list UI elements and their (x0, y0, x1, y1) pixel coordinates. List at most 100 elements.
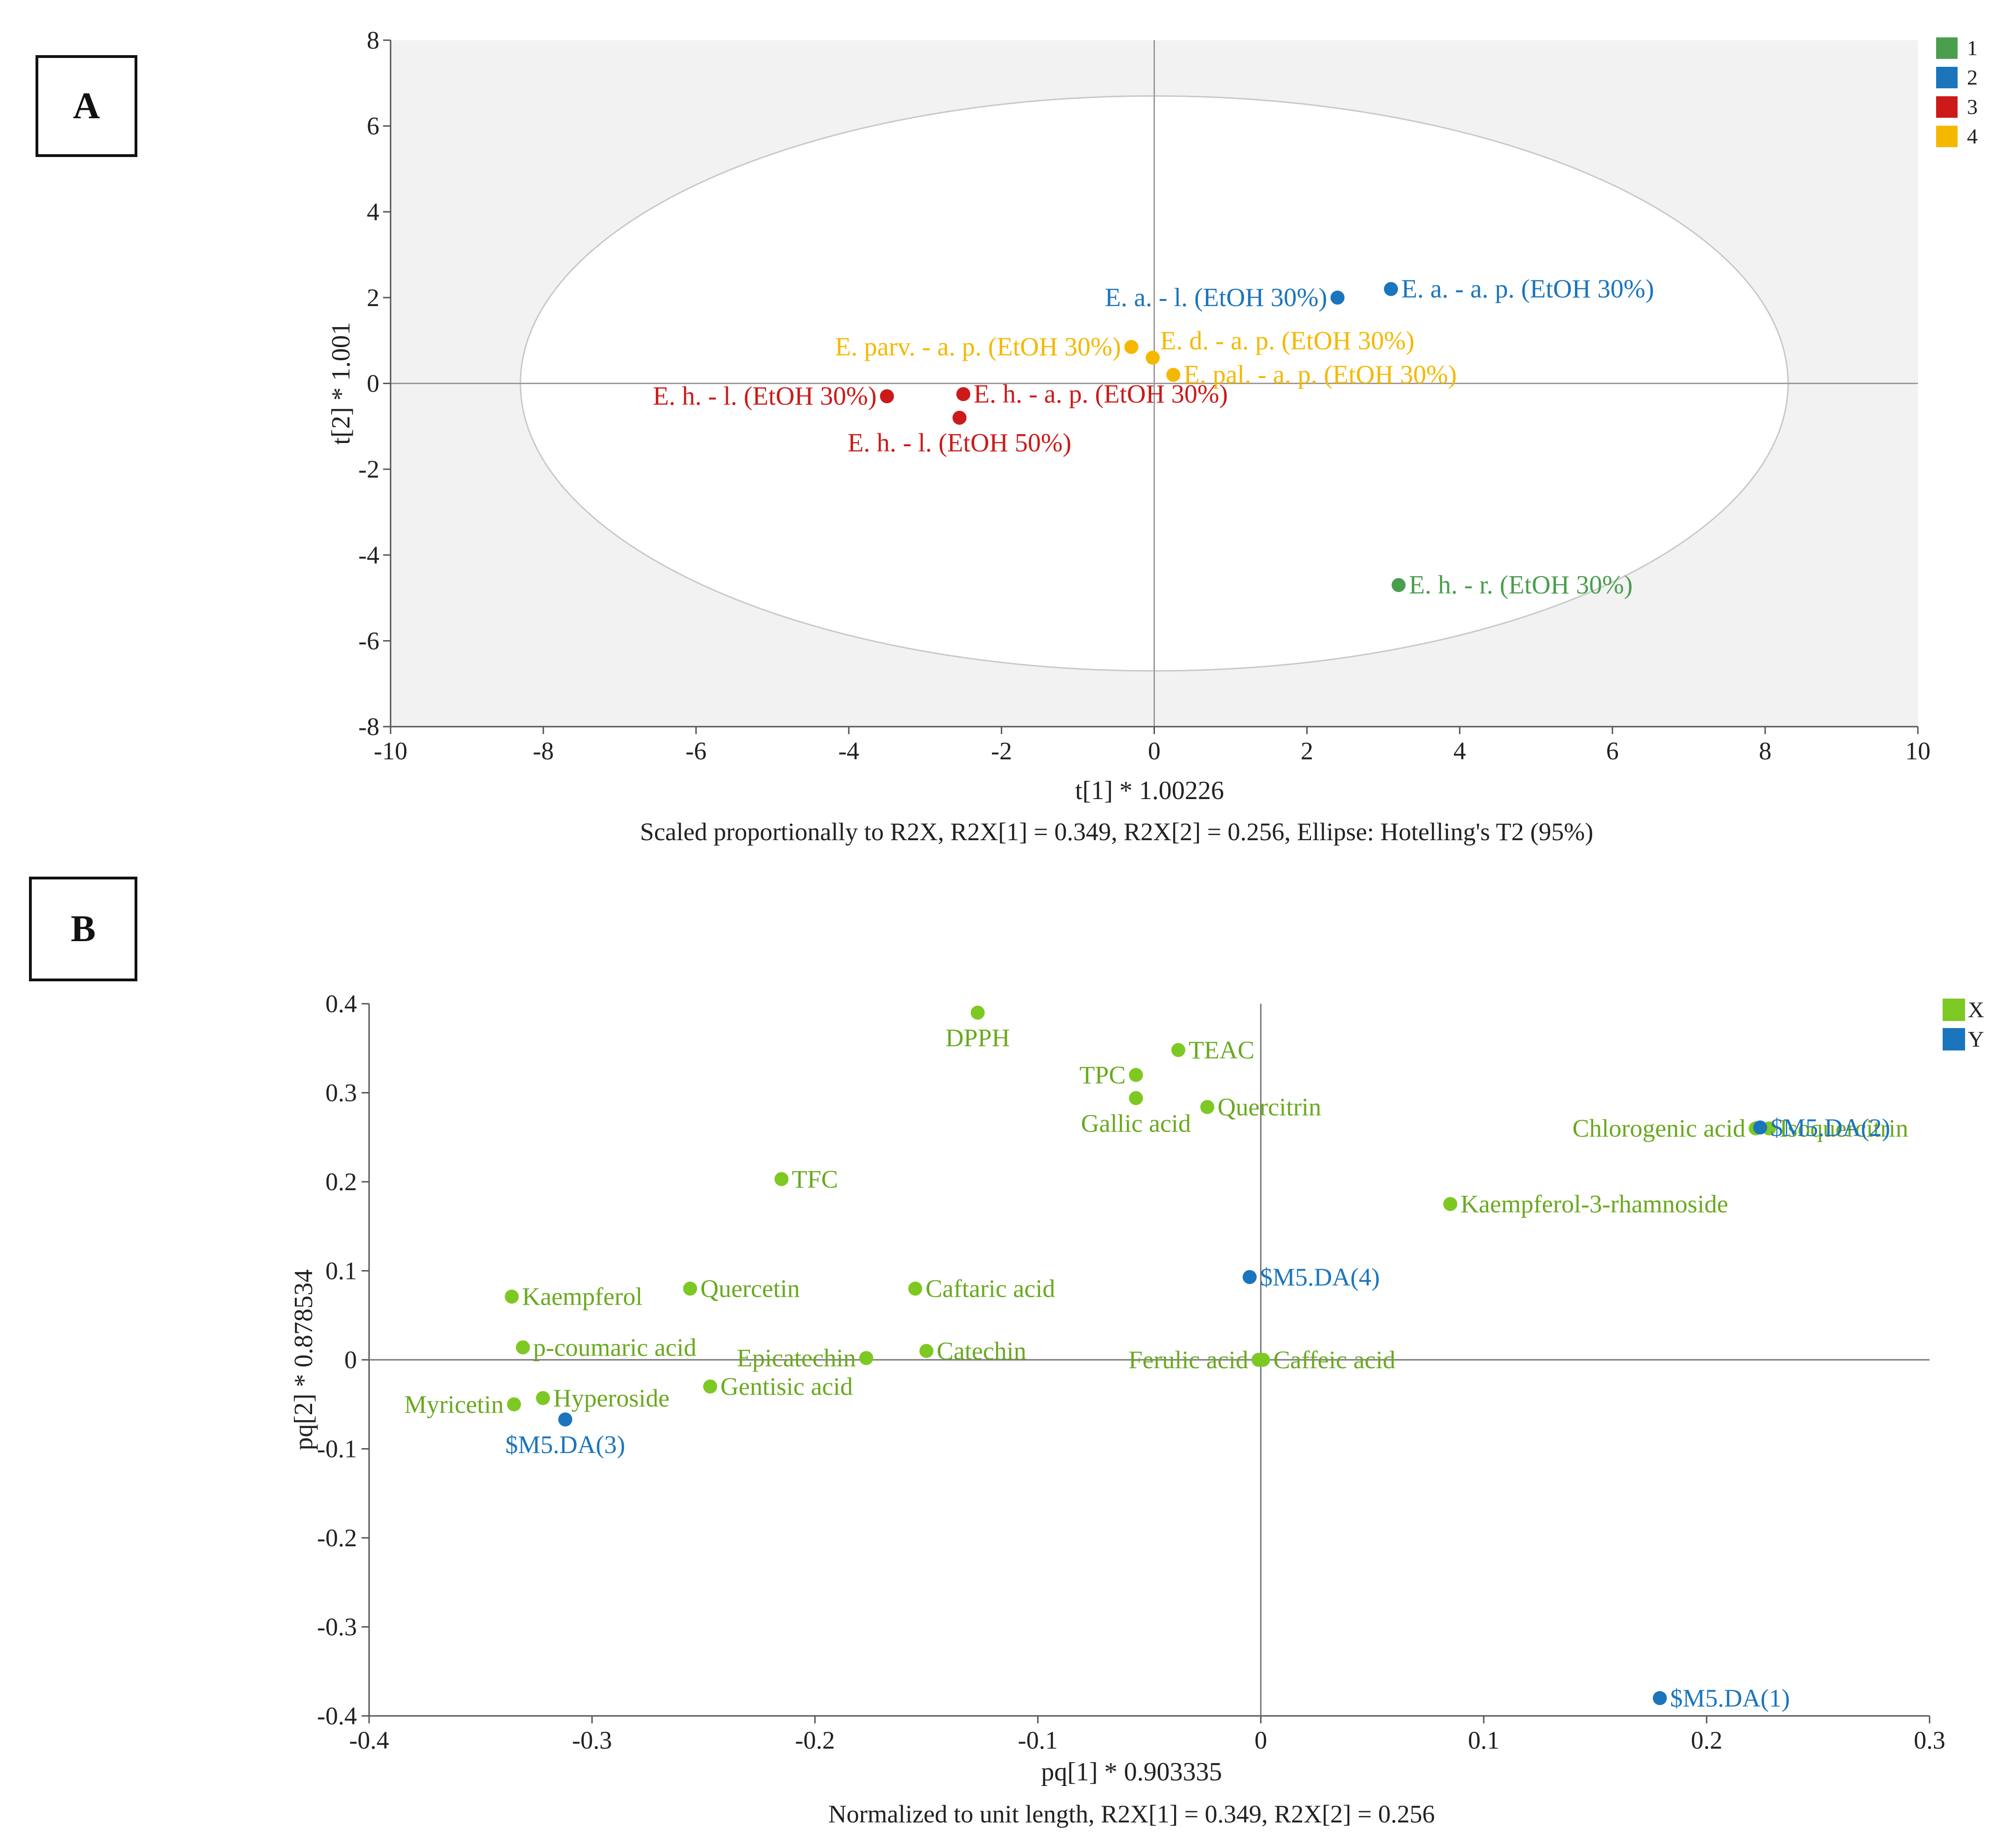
panel-b-chart: -0.4 -0.3 -0.2 -0.1 0 0.1 0.2 0.3 0.4 0.3 0.2 0.1 0 -… (289, 990, 1984, 1828)
data-label: Epicatechin (737, 1344, 856, 1372)
data-point (1653, 1691, 1667, 1705)
x-tick-label: 8 (1759, 737, 1772, 765)
legend-label-Y: Y (1968, 1027, 1984, 1052)
data-point (536, 1391, 550, 1405)
y-tick-label: -4 (358, 541, 379, 569)
x-tick-label: 6 (1606, 737, 1619, 765)
y-tick-label: 6 (367, 112, 379, 140)
x-tick-label: 2 (1301, 737, 1313, 765)
data-point (956, 387, 970, 401)
x-tick-label: -0.4 (349, 1726, 389, 1754)
data-label: E. h. - a. p. (EtOH 30%) (974, 379, 1228, 408)
data-label: Isoquercitrin (1779, 1114, 1908, 1143)
data-label: TPC (1079, 1061, 1126, 1089)
data-label: Gallic acid (1081, 1109, 1191, 1137)
data-point (774, 1172, 789, 1186)
data-label: $M5.DA(4) (1260, 1263, 1380, 1291)
x-tick-label: 4 (1453, 737, 1466, 765)
data-label: Kaempferol (522, 1283, 642, 1311)
x-tick-label: -2 (991, 737, 1012, 765)
y-tick-label: 2 (367, 284, 379, 312)
y-tick-label: 0 (344, 1346, 357, 1374)
data-label: Chlorogenic acid (1572, 1114, 1745, 1143)
data-point (558, 1412, 572, 1427)
data-label: Quercitrin (1218, 1093, 1321, 1121)
data-point (683, 1281, 698, 1296)
data-point (970, 1006, 985, 1020)
data-label: p-coumaric acid (533, 1333, 696, 1361)
data-point (516, 1340, 530, 1355)
legend-swatch-1 (1936, 37, 1958, 59)
x-tick-label: 0 (1254, 1726, 1267, 1754)
data-label: $M5.DA(1) (1670, 1684, 1790, 1712)
data-label: E. h. - r. (EtOH 30%) (1409, 571, 1633, 600)
y-tick-label: -0.2 (317, 1524, 357, 1552)
data-label: $M5.DA(2) (1770, 1114, 1890, 1142)
data-point (1124, 340, 1139, 354)
panel-label-b: B (29, 877, 137, 981)
data-point (1129, 1068, 1143, 1082)
data-point (1443, 1197, 1458, 1211)
x-tick-label: -6 (685, 737, 706, 765)
x-axis-title: pq[1] * 0.903335 (1041, 1757, 1222, 1786)
data-label: Catechin (937, 1337, 1026, 1365)
data-label: TFC (792, 1165, 838, 1193)
x-tick-label: 0 (1148, 737, 1161, 765)
data-point (859, 1351, 874, 1365)
data-label: E. d. - a. p. (EtOH 30%) (1160, 326, 1414, 355)
data-label: Gentisic acid (720, 1372, 853, 1400)
y-tick-label: -0.3 (317, 1613, 357, 1641)
data-point (1384, 282, 1398, 296)
legend-label-X: X (1968, 998, 1984, 1022)
legend-label-2: 2 (1967, 65, 1978, 89)
data-label: DPPH (946, 1024, 1010, 1052)
data-point (1391, 578, 1406, 593)
y-axis-title: t[2] * 1.001 (327, 322, 356, 445)
data-label: E. pal. - a. p. (EtOH 30%) (1183, 360, 1457, 389)
data-label: Quercetin (700, 1275, 800, 1303)
data-point (1330, 290, 1345, 305)
x-tick-label: 0.2 (1691, 1726, 1723, 1754)
data-point (1200, 1100, 1215, 1114)
data-point (1753, 1120, 1767, 1135)
y-tick-label: -0.1 (317, 1435, 357, 1463)
data-point (908, 1281, 922, 1296)
y-axis-title: pq[2] * 0.878534 (289, 1269, 318, 1450)
chart-caption: Scaled proportionally to R2X, R2X[1] = 0… (640, 818, 1593, 846)
data-label: Caffeic acid (1273, 1346, 1395, 1374)
legend-swatch-X (1943, 999, 1965, 1021)
y-tick-label: 8 (367, 26, 379, 54)
legend-label-3: 3 (1967, 95, 1978, 119)
y-tick-label: -0.4 (317, 1702, 357, 1730)
data-point (1166, 368, 1181, 382)
x-tick-label: -0.3 (572, 1726, 612, 1754)
data-point (919, 1343, 933, 1358)
x-tick-label: -0.2 (795, 1726, 835, 1754)
x-tick-label: -8 (533, 737, 554, 765)
data-label: Hyperoside (553, 1384, 670, 1412)
y-tick-label: -6 (358, 627, 379, 655)
chart-caption: Normalized to unit length, R2X[1] = 0.34… (828, 1800, 1435, 1828)
y-tick-label: -8 (358, 713, 379, 741)
x-tick-label: -4 (838, 737, 859, 765)
data-label: E. h. - l. (EtOH 50%) (848, 429, 1071, 457)
data-point (1171, 1043, 1186, 1057)
data-point (703, 1379, 718, 1394)
x-tick-label: 10 (1905, 737, 1931, 765)
data-label: $M5.DA(3) (506, 1431, 625, 1459)
y-tick-label: 0.1 (326, 1257, 357, 1285)
data-point (505, 1289, 519, 1304)
legend-label-1: 1 (1967, 36, 1978, 60)
y-tick-label: 0.3 (326, 1079, 357, 1107)
data-label: Kaempferol-3-rhamnoside (1460, 1190, 1728, 1218)
x-axis-title: t[1] * 1.00226 (1075, 776, 1224, 805)
y-tick-label: 0 (367, 370, 379, 398)
x-tick-label: 0.1 (1468, 1726, 1500, 1754)
data-label: Myricetin (404, 1390, 504, 1418)
data-label: E. a. - a. p. (EtOH 30%) (1401, 275, 1654, 304)
data-label: Caftaric acid (926, 1275, 1055, 1303)
y-tick-label: 0.4 (326, 990, 357, 1018)
x-tick-label: 0.3 (1914, 1726, 1945, 1754)
data-point (1242, 1270, 1257, 1284)
